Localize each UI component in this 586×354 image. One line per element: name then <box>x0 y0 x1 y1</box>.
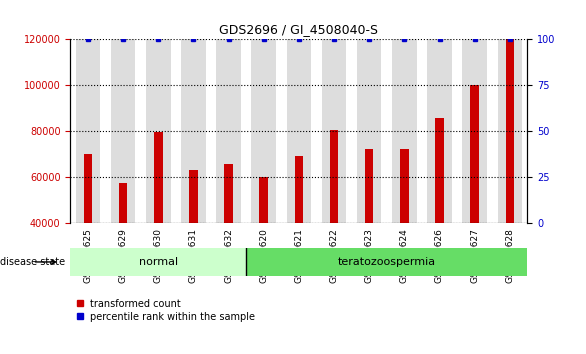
Bar <box>181 39 206 223</box>
Legend: transformed count, percentile rank within the sample: transformed count, percentile rank withi… <box>75 299 255 321</box>
Bar <box>260 177 268 315</box>
Bar <box>84 154 92 315</box>
Bar <box>224 164 233 315</box>
Bar <box>471 85 479 315</box>
Bar <box>357 39 381 223</box>
Bar <box>189 170 197 315</box>
Bar <box>76 39 100 223</box>
Bar <box>392 39 417 223</box>
Bar <box>216 39 241 223</box>
Bar <box>365 149 373 315</box>
Bar <box>154 132 162 315</box>
Bar <box>111 39 135 223</box>
Bar <box>400 149 408 315</box>
Text: normal: normal <box>139 257 178 267</box>
Bar <box>119 183 127 315</box>
Bar <box>295 156 303 315</box>
FancyBboxPatch shape <box>246 248 527 276</box>
Bar <box>146 39 171 223</box>
Bar <box>498 39 522 223</box>
Bar <box>287 39 311 223</box>
Bar <box>506 39 514 315</box>
Bar <box>462 39 487 223</box>
Bar <box>427 39 452 223</box>
FancyBboxPatch shape <box>70 248 246 276</box>
Text: teratozoospermia: teratozoospermia <box>338 257 436 267</box>
Title: GDS2696 / GI_4508040-S: GDS2696 / GI_4508040-S <box>219 23 379 36</box>
Text: disease state: disease state <box>0 257 65 267</box>
Bar <box>435 118 444 315</box>
Bar <box>251 39 276 223</box>
Bar <box>330 130 338 315</box>
Bar <box>322 39 346 223</box>
